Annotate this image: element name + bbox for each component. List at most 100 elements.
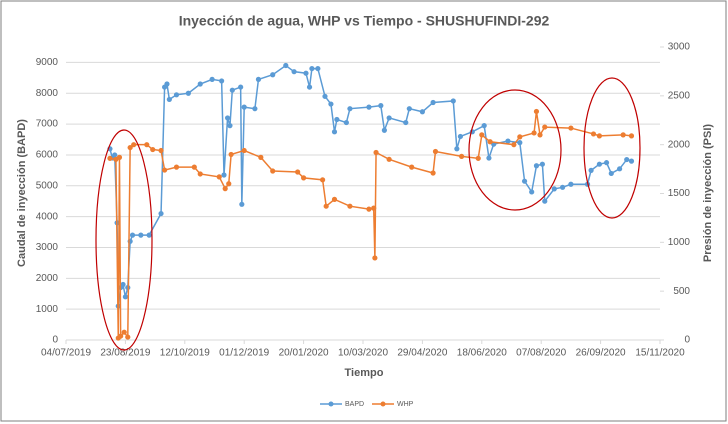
chart-title: Inyección de agua, WHP vs Tiempo - SHUSH…: [179, 13, 550, 29]
y-axis-title: Caudal de inyección (BAPD): [16, 119, 28, 267]
data-point: [419, 109, 425, 115]
data-point: [347, 203, 353, 209]
data-point: [617, 166, 623, 172]
y2-tick-label: 0: [684, 335, 690, 346]
data-point: [511, 142, 517, 148]
data-point: [533, 163, 540, 169]
data-point: [517, 140, 523, 146]
y-tick-label: 8000: [36, 88, 59, 99]
data-point: [487, 139, 493, 145]
data-point: [596, 161, 603, 167]
x-tick-label: 10/03/2020: [338, 348, 388, 359]
data-point: [430, 170, 436, 176]
data-point: [457, 133, 464, 140]
data-point: [127, 144, 133, 151]
x-tick-label: 29/04/2020: [397, 348, 447, 359]
x-tick-label: 26/09/2020: [576, 348, 626, 359]
y2-tick-label: 1500: [668, 188, 691, 199]
data-point: [227, 123, 233, 129]
y-tick-label: 2000: [36, 273, 59, 284]
y2-axis-title: Presión de inyección (PSI): [702, 124, 714, 262]
data-point: [366, 104, 372, 110]
data-point: [197, 81, 203, 87]
x-tick-label: 01/12/2019: [219, 348, 269, 359]
data-point: [409, 164, 415, 170]
data-point: [386, 156, 392, 162]
highlight-ellipse: [95, 129, 153, 351]
data-point: [588, 167, 594, 173]
data-point: [533, 108, 540, 115]
data-point: [537, 132, 543, 138]
data-point: [505, 138, 511, 144]
data-point: [590, 131, 597, 137]
data-point: [120, 281, 126, 288]
y2-tick-label: 500: [673, 286, 690, 297]
data-point: [620, 132, 626, 138]
data-point: [403, 119, 409, 126]
data-point: [209, 76, 215, 82]
data-point: [459, 153, 465, 159]
data-point: [479, 132, 485, 138]
data-point: [454, 146, 460, 152]
data-point: [125, 334, 131, 340]
data-point: [303, 70, 309, 76]
data-point: [608, 170, 614, 177]
data-point: [531, 130, 537, 136]
data-point: [521, 178, 528, 184]
data-point: [559, 184, 566, 190]
legend: BAPD WHP: [320, 401, 414, 408]
data-point: [372, 255, 378, 261]
data-point: [309, 65, 315, 72]
data-point: [295, 169, 301, 175]
data-point: [450, 98, 456, 104]
data-point: [241, 147, 247, 154]
y2-tick-label: 2000: [668, 139, 691, 150]
data-point: [121, 329, 127, 335]
data-point: [116, 154, 123, 160]
legend-marker: [328, 401, 334, 407]
data-point: [481, 123, 487, 129]
y2-tick-label: 3000: [668, 42, 691, 53]
data-point: [322, 93, 328, 99]
x-tick-label: 04/07/2019: [41, 348, 91, 359]
data-point: [129, 232, 136, 238]
data-point: [164, 81, 170, 87]
series-line: [109, 111, 632, 340]
x-tick-label: 23/08/2019: [100, 348, 150, 359]
data-point: [270, 168, 276, 174]
data-point: [551, 186, 557, 192]
data-point: [219, 78, 225, 84]
y2-tick-label: 1000: [668, 237, 691, 248]
data-point: [371, 205, 377, 211]
data-point: [628, 158, 635, 164]
y-tick-label: 3000: [36, 242, 59, 253]
data-point: [146, 232, 152, 238]
data-point: [226, 181, 232, 187]
data-point: [221, 172, 227, 178]
data-point: [366, 206, 372, 212]
data-point: [162, 167, 168, 173]
data-point: [603, 160, 610, 166]
data-point: [238, 84, 244, 90]
y-tick-label: 5000: [36, 180, 59, 191]
data-point: [568, 181, 574, 187]
data-point: [122, 294, 128, 300]
x-tick-label: 07/08/2020: [516, 348, 566, 359]
data-point: [334, 116, 340, 123]
y-tick-label: 6000: [36, 150, 59, 161]
data-point: [229, 87, 235, 93]
data-point: [222, 186, 228, 192]
data-point: [224, 115, 231, 121]
data-point: [283, 62, 289, 69]
data-point: [624, 156, 630, 163]
data-point: [131, 142, 137, 148]
x-tick-label: 18/06/2020: [457, 348, 507, 359]
data-point: [138, 232, 144, 238]
data-point: [628, 133, 635, 139]
data-point: [331, 196, 338, 202]
data-point: [320, 177, 326, 183]
data-point: [158, 210, 164, 217]
x-axis-title: Tiempo: [345, 367, 384, 379]
